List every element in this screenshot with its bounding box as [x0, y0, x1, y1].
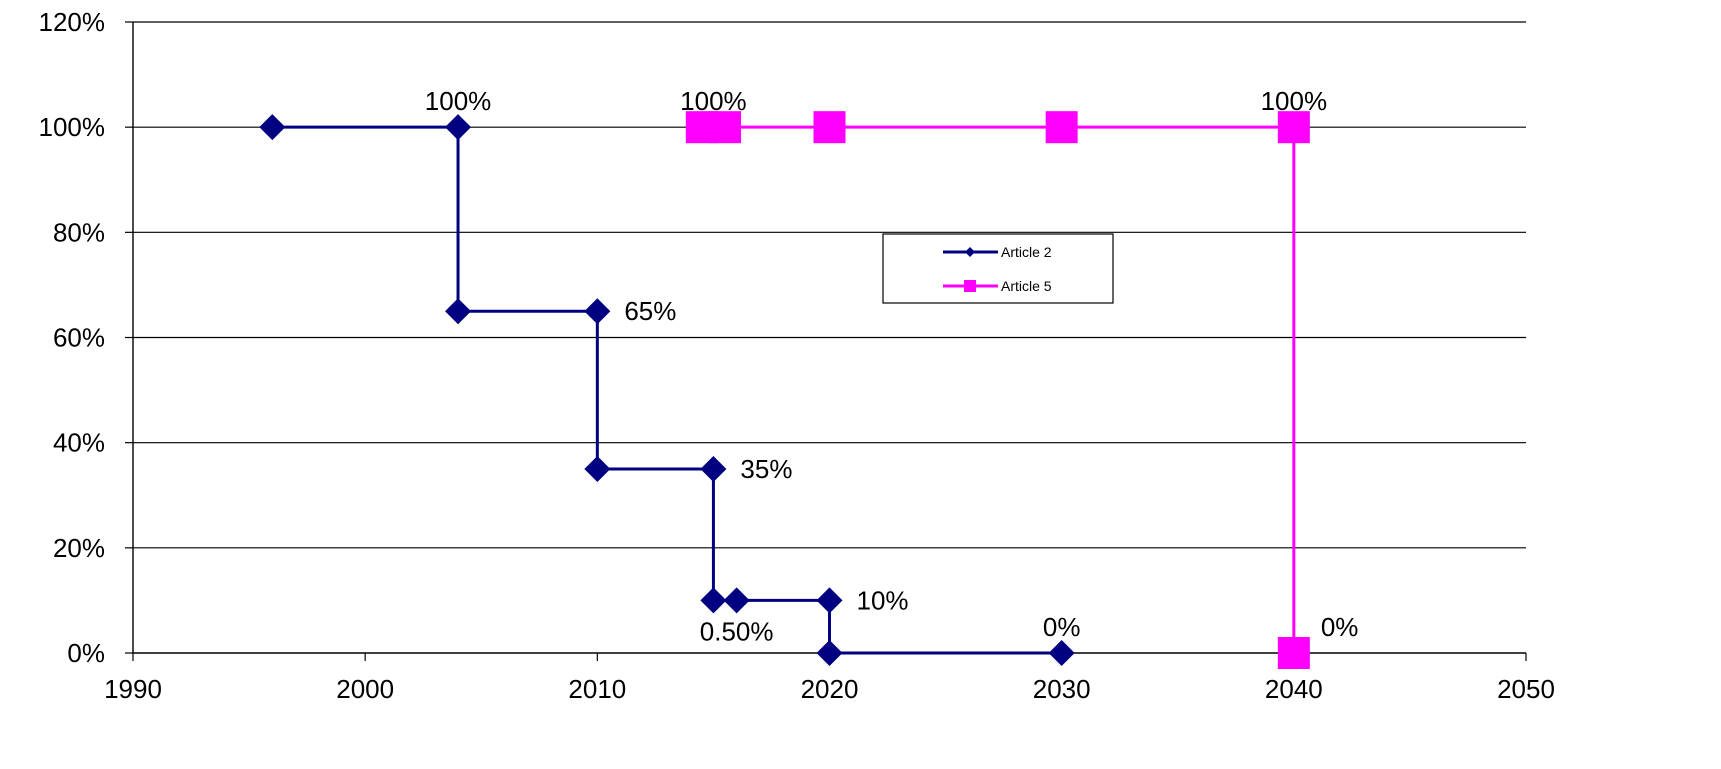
- series-article-2: [259, 114, 1075, 666]
- data-point-marker: [1277, 111, 1310, 144]
- series-layer: [259, 111, 1310, 669]
- legend-item: Article 2: [943, 244, 1052, 260]
- y-tick-label: 60%: [53, 323, 105, 353]
- gridlines: [133, 21, 1526, 549]
- data-point-marker: [259, 114, 286, 141]
- y-tick-label: 20%: [53, 533, 105, 563]
- data-point-marker: [445, 298, 472, 325]
- data-label: 35%: [740, 454, 792, 484]
- data-point-marker: [445, 114, 472, 141]
- y-tick-label: 100%: [39, 112, 106, 142]
- data-label: 0%: [1321, 612, 1359, 642]
- data-label: 0%: [1043, 612, 1081, 642]
- data-point-marker: [700, 455, 727, 482]
- data-point-marker: [1048, 640, 1075, 666]
- y-tick-label: 80%: [53, 217, 105, 247]
- data-label: 100%: [1261, 86, 1328, 116]
- legend-label: Article 5: [1001, 278, 1052, 294]
- x-tick-label: 2010: [568, 674, 626, 704]
- data-point-marker: [816, 640, 843, 666]
- data-point-marker: [813, 111, 846, 144]
- x-tick-label: 2020: [801, 674, 859, 704]
- data-label: 0.50%: [700, 616, 774, 646]
- legend-box: [882, 233, 1114, 304]
- legend-swatch-marker: [965, 247, 975, 257]
- legend-item: Article 5: [943, 278, 1052, 294]
- x-tick-label: 2030: [1033, 674, 1091, 704]
- data-point-marker: [700, 587, 727, 614]
- data-point-marker: [723, 587, 750, 614]
- legend-label: Article 2: [1001, 244, 1052, 260]
- data-point-marker: [584, 455, 611, 482]
- legend: Article 2 Article 5: [882, 233, 1114, 304]
- data-label: 100%: [680, 86, 747, 116]
- x-tick-label: 2050: [1497, 674, 1555, 704]
- x-tick-label: 1990: [104, 674, 162, 704]
- x-tick-label: 2000: [336, 674, 394, 704]
- y-tick-label: 0%: [67, 638, 105, 668]
- data-label: 10%: [857, 585, 909, 615]
- y-tick-labels: 0% 20% 40% 60% 80% 100% 120%: [39, 7, 106, 668]
- series-article-5: [685, 111, 1310, 669]
- data-point-marker: [1277, 637, 1310, 669]
- data-labels: 100% 65% 35% 10% 0.50% 0% 100% 100% 0%: [425, 86, 1359, 646]
- data-label: 100%: [425, 86, 492, 116]
- data-point-marker: [709, 111, 742, 144]
- data-point-marker: [584, 298, 611, 325]
- data-label: 65%: [624, 296, 676, 326]
- legend-swatch-marker: [964, 280, 976, 292]
- x-tick-labels: 1990 2000 2010 2020 2030 2040 2050: [104, 674, 1555, 704]
- data-point-marker: [1045, 111, 1078, 144]
- y-tick-label: 120%: [39, 7, 106, 37]
- y-tick-label: 40%: [53, 428, 105, 458]
- data-point-marker: [816, 587, 843, 614]
- x-tick-label: 2040: [1265, 674, 1323, 704]
